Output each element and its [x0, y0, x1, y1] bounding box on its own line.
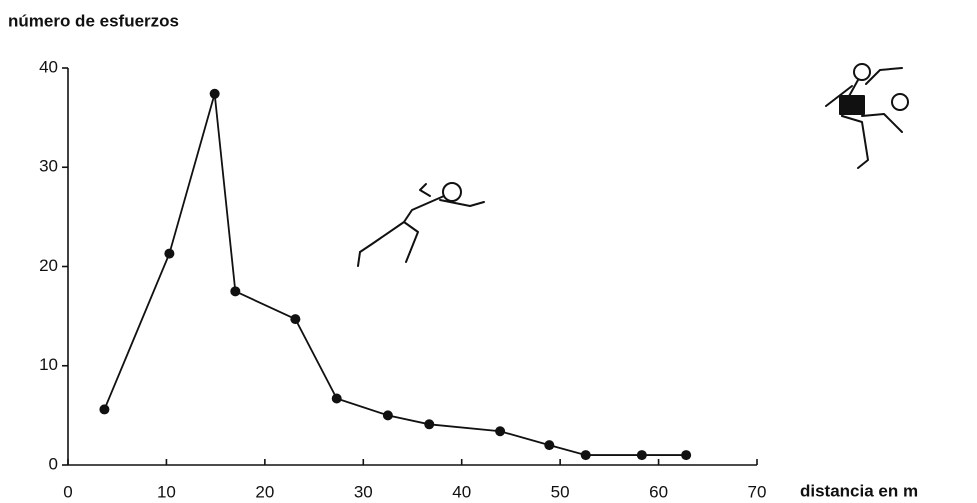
y-tick-label: 20: [39, 256, 58, 275]
x-tick-label: 10: [157, 482, 176, 501]
data-point: [495, 426, 505, 436]
x-tick-label: 70: [748, 482, 767, 501]
x-tick-label: 0: [63, 482, 72, 501]
y-tick-label: 10: [39, 355, 58, 374]
data-point: [210, 89, 220, 99]
x-tick-label: 40: [452, 482, 471, 501]
data-point: [290, 314, 300, 324]
x-axis-title: distancia en m: [800, 481, 918, 500]
data-line: [104, 94, 686, 455]
data-point: [544, 440, 554, 450]
data-point: [332, 394, 342, 404]
x-tick-label: 60: [649, 482, 668, 501]
y-tick-label: 0: [49, 454, 58, 473]
y-tick-label: 40: [39, 57, 58, 76]
data-point: [681, 450, 691, 460]
x-tick-label: 50: [551, 482, 570, 501]
data-point: [637, 450, 647, 460]
sprinter-figure: [358, 183, 484, 266]
x-tick-label: 30: [354, 482, 373, 501]
data-point: [99, 404, 109, 414]
x-tick-label: 20: [255, 482, 274, 501]
data-point: [424, 419, 434, 429]
data-point: [164, 249, 174, 259]
y-tick-label: 30: [39, 157, 58, 176]
chart: número de esfuerzos distancia en m 0 10 20…: [0, 0, 977, 503]
data-point: [230, 286, 240, 296]
data-point: [383, 410, 393, 420]
kicker-figure: [826, 64, 908, 168]
data-point: [581, 450, 591, 460]
y-axis-title: número de esfuerzos: [8, 11, 179, 30]
